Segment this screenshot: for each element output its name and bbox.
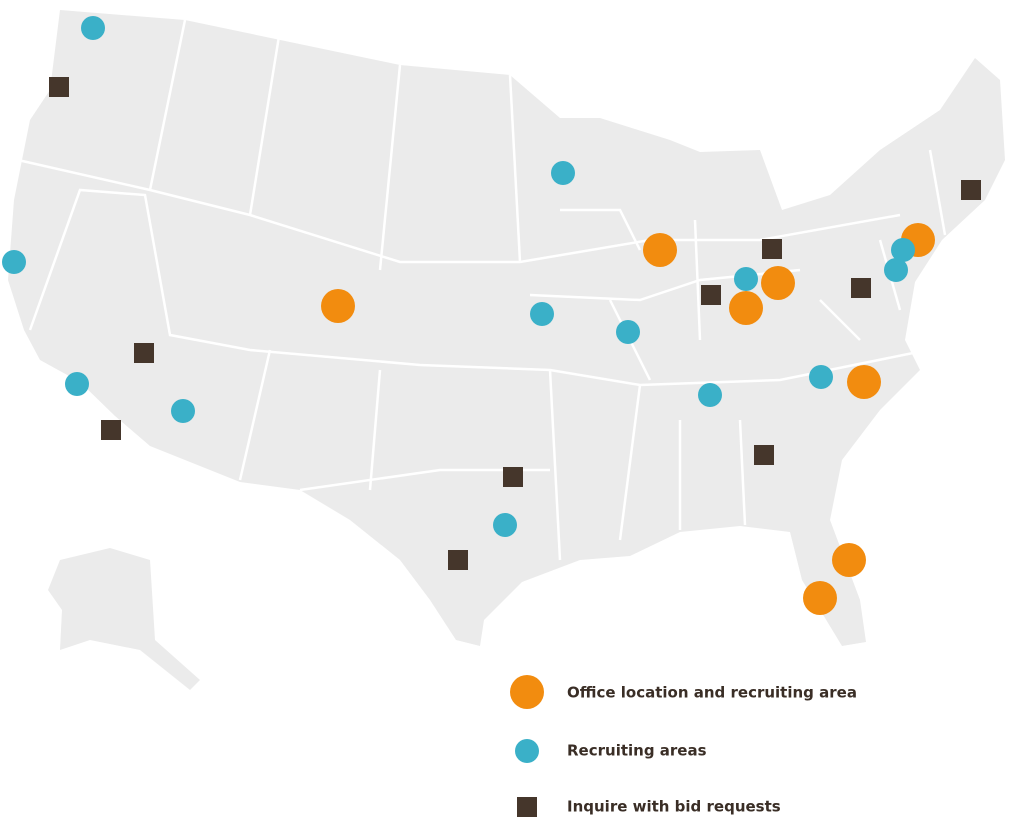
- bid-marker: [701, 285, 721, 305]
- state-borders: [17, 19, 947, 561]
- office-marker: [729, 291, 763, 325]
- bid-marker: [851, 278, 871, 298]
- legend-label: Inquire with bid requests: [567, 798, 781, 816]
- markers: [2, 16, 981, 615]
- bid-marker: [448, 550, 468, 570]
- office-marker: [321, 289, 355, 323]
- legend-recruit-icon: [515, 739, 539, 763]
- recruit-marker: [551, 161, 575, 185]
- recruit-marker: [616, 320, 640, 344]
- legend-bid-icon: [517, 797, 537, 817]
- bid-marker: [754, 445, 774, 465]
- recruit-marker: [65, 372, 89, 396]
- legend-label: Office location and recruiting area: [567, 684, 857, 702]
- recruit-marker: [171, 399, 195, 423]
- recruit-marker: [884, 258, 908, 282]
- recruit-marker: [809, 365, 833, 389]
- recruit-marker: [493, 513, 517, 537]
- bid-marker: [503, 467, 523, 487]
- legend-label: Recruiting areas: [567, 742, 707, 760]
- legend: Office location and recruiting area Recr…: [510, 675, 857, 817]
- office-marker: [832, 543, 866, 577]
- recruit-marker: [81, 16, 105, 40]
- office-marker: [643, 233, 677, 267]
- recruit-marker: [734, 267, 758, 291]
- recruit-marker: [891, 238, 915, 262]
- recruit-marker: [530, 302, 554, 326]
- bid-marker: [134, 343, 154, 363]
- bid-marker: [762, 239, 782, 259]
- legend-office-icon: [510, 675, 544, 709]
- us-landmass: [8, 10, 1005, 690]
- office-marker: [761, 266, 795, 300]
- office-marker: [847, 365, 881, 399]
- recruit-marker: [698, 383, 722, 407]
- bid-marker: [101, 420, 121, 440]
- bid-marker: [961, 180, 981, 200]
- recruit-marker: [2, 250, 26, 274]
- office-marker: [803, 581, 837, 615]
- bid-marker: [49, 77, 69, 97]
